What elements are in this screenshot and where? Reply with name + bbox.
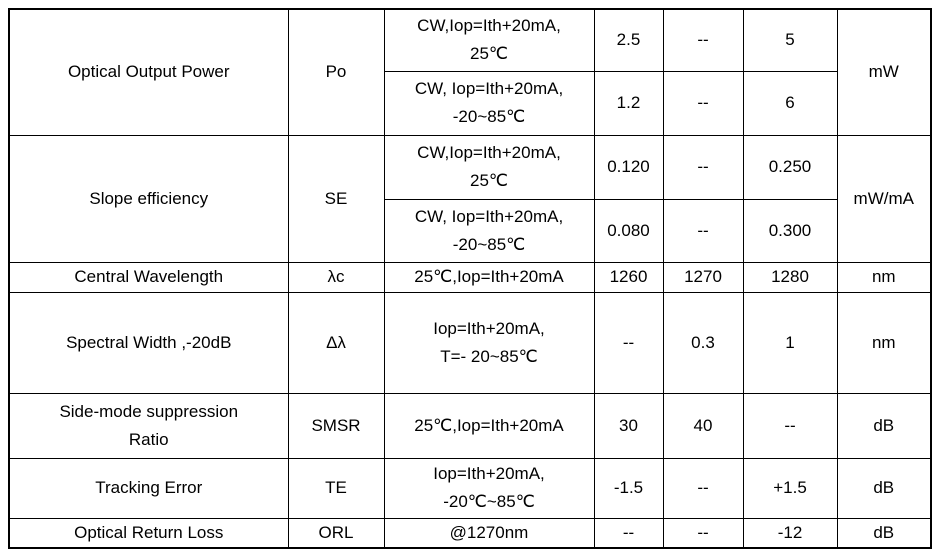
min-cell: -1.5 (593, 457, 664, 519)
unit-cell: dB (836, 457, 932, 519)
condition-cell: CW,Iop=Ith+20mA, 25℃ (383, 8, 595, 72)
table-row: CW, Iop=Ith+20mA, -20~85℃ 0.080 -- 0.300 (9, 198, 931, 263)
typ-cell: 1270 (662, 261, 744, 293)
symbol-cell: Δλ (287, 291, 385, 394)
min-cell: 1.2 (593, 70, 664, 136)
unit-cell: mW/mA (836, 134, 932, 263)
typ-cell: -- (662, 134, 744, 200)
table-row: Optical Return Loss ORL @1270nm -- -- -1… (8, 517, 932, 548)
param-cell: Spectral Width ,-20dB (8, 291, 289, 394)
unit-cell: dB (836, 392, 932, 459)
typ-cell: -- (662, 70, 744, 136)
max-cell: 1 (742, 291, 838, 394)
min-cell: 0.120 (593, 134, 664, 200)
max-cell: 6 (742, 70, 838, 136)
unit-cell: nm (836, 261, 932, 293)
max-cell: 1280 (742, 261, 838, 293)
symbol-cell: SMSR (287, 392, 385, 459)
max-cell: 0.300 (742, 198, 838, 263)
typ-cell: 40 (662, 392, 744, 459)
typ-cell: -- (662, 198, 744, 263)
condition-cell: CW,Iop=Ith+20mA, 25℃ (383, 134, 595, 200)
table-row: Slope efficiency SE CW,Iop=Ith+20mA, 25℃… (8, 134, 932, 263)
condition-cell: @1270nm (383, 517, 595, 548)
symbol-cell: Po (287, 8, 385, 136)
param-cell: Slope efficiency (8, 134, 289, 263)
typ-cell: -- (662, 517, 744, 548)
symbol-cell: TE (287, 457, 385, 519)
typ-cell: -- (662, 8, 744, 72)
min-cell: -- (593, 291, 664, 394)
unit-cell: nm (836, 291, 932, 394)
table-row: Tracking Error TE Iop=Ith+20mA, -20℃~85℃… (8, 457, 932, 519)
max-cell: -- (742, 392, 838, 459)
condition-cell: Iop=Ith+20mA, -20℃~85℃ (383, 457, 595, 519)
typ-cell: -- (662, 457, 744, 519)
min-cell: 1260 (593, 261, 664, 293)
param-cell: Optical Return Loss (8, 517, 289, 548)
max-cell: +1.5 (742, 457, 838, 519)
min-cell: 2.5 (593, 8, 664, 72)
param-cell: Side-mode suppression Ratio (8, 392, 289, 459)
table-row: CW, Iop=Ith+20mA, -20~85℃ 1.2 -- 6 (9, 70, 931, 136)
symbol-cell: SE (287, 134, 385, 263)
condition-cell: 25℃,Iop=Ith+20mA (383, 261, 595, 293)
table-row: Optical Output Power Po CW,Iop=Ith+20mA,… (8, 8, 932, 136)
symbol-cell: λc (287, 261, 385, 293)
table-row: Spectral Width ,-20dB Δλ Iop=Ith+20mA, T… (8, 291, 932, 394)
unit-cell: dB (836, 517, 932, 548)
unit-cell: mW (836, 8, 932, 136)
condition-cell: CW, Iop=Ith+20mA, -20~85℃ (383, 198, 595, 263)
condition-cell: Iop=Ith+20mA, T=- 20~85℃ (383, 291, 595, 394)
param-cell: Central Wavelength (8, 261, 289, 293)
max-cell: 5 (742, 8, 838, 72)
min-cell: -- (593, 517, 664, 548)
typ-cell: 0.3 (662, 291, 744, 394)
table-row: Side-mode suppression Ratio SMSR 25℃,Iop… (8, 392, 932, 459)
table-row: Central Wavelength λc 25℃,Iop=Ith+20mA 1… (8, 261, 932, 293)
condition-cell: CW, Iop=Ith+20mA, -20~85℃ (383, 70, 595, 136)
max-cell: -12 (742, 517, 838, 548)
condition-cell: 25℃,Iop=Ith+20mA (383, 392, 595, 459)
min-cell: 30 (593, 392, 664, 459)
max-cell: 0.250 (742, 134, 838, 200)
symbol-cell: ORL (287, 517, 385, 548)
min-cell: 0.080 (593, 198, 664, 263)
param-cell: Optical Output Power (8, 8, 289, 136)
spec-table: Optical Output Power Po CW,Iop=Ith+20mA,… (8, 8, 932, 549)
param-cell: Tracking Error (8, 457, 289, 519)
